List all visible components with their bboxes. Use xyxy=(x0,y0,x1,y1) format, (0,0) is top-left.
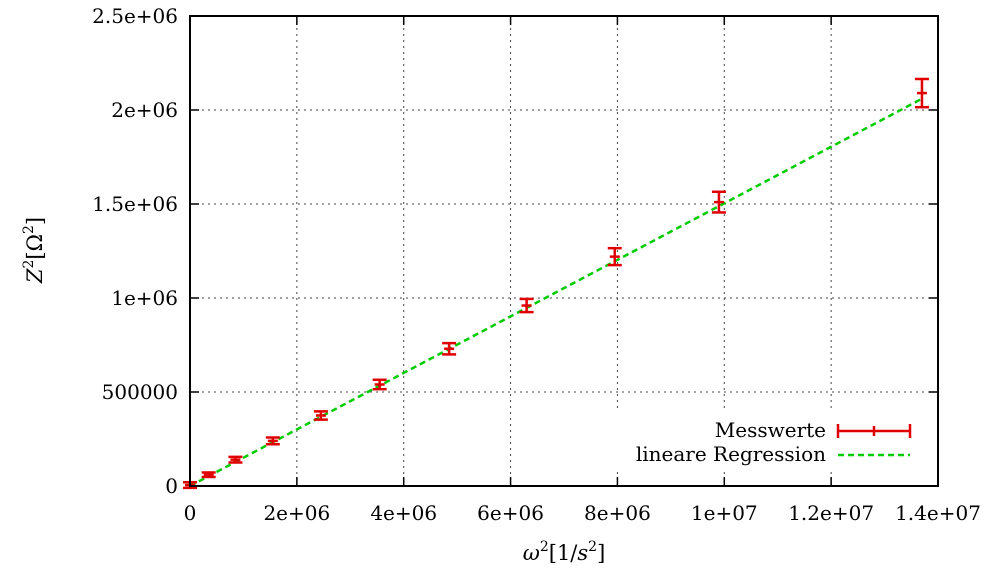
legend-sample-messwerte xyxy=(836,424,912,438)
data-point xyxy=(228,455,243,464)
regression-layer xyxy=(189,97,923,488)
axis-ticks xyxy=(189,15,939,487)
y-axis-title: Z2[Ω2] xyxy=(21,217,47,284)
x-axis-title-symbol: ω xyxy=(523,541,540,565)
data-points xyxy=(183,77,929,490)
data-point xyxy=(265,436,280,446)
regression-line xyxy=(189,97,923,488)
grid xyxy=(190,16,938,486)
legend-background xyxy=(600,410,934,472)
x-tick-label: 2e+06 xyxy=(263,501,330,525)
y-axis-title-unit-close: ] xyxy=(23,217,47,225)
data-point xyxy=(711,190,726,214)
x-tick-label: 1.4e+07 xyxy=(895,501,981,525)
tick-labels: 0 2e+06 4e+06 6e+06 8e+06 1e+07 1.2e+07 1.4e+07… xyxy=(92,4,981,525)
data-point xyxy=(372,378,387,391)
data-point xyxy=(607,246,622,267)
plot-frame xyxy=(189,15,939,487)
data-point xyxy=(519,297,534,314)
y-tick-label: 1e+06 xyxy=(111,286,178,310)
x-axis-title-exponent: 2 xyxy=(540,539,549,555)
y-axis-title-symbol: Z xyxy=(23,268,47,284)
x-tick-label: 1e+07 xyxy=(691,501,758,525)
x-axis-title-unit-var: s xyxy=(577,541,588,565)
y-axis-title-unit-open: [Ω xyxy=(23,234,47,260)
x-axis-title-unit-exponent: 2 xyxy=(588,539,597,555)
legend-label-lineare-regression: lineare Regression xyxy=(636,442,826,466)
y-axis-title-unit-exponent: 2 xyxy=(21,225,37,234)
legend: Messwerte lineare Regression xyxy=(600,410,934,472)
data-point xyxy=(914,77,929,109)
x-tick-label: 0 xyxy=(184,501,197,525)
y-tick-label: 2e+06 xyxy=(111,98,178,122)
x-tick-label: 6e+06 xyxy=(477,501,544,525)
y-tick-label: 1.5e+06 xyxy=(92,192,178,216)
data-point xyxy=(313,410,328,421)
x-axis-title-unit-close: ] xyxy=(597,541,605,565)
y-axis-title-exponent: 2 xyxy=(21,260,37,269)
x-tick-label: 8e+06 xyxy=(584,501,651,525)
data-point xyxy=(201,471,216,479)
x-tick-label: 4e+06 xyxy=(370,501,437,525)
data-point xyxy=(442,341,457,356)
x-tick-label: 1.2e+07 xyxy=(788,501,874,525)
legend-label-messwerte: Messwerte xyxy=(715,418,826,442)
y-tick-label: 2.5e+06 xyxy=(92,4,178,28)
x-axis-title-unit-open: [1/ xyxy=(549,541,579,565)
y-tick-label: 0 xyxy=(165,474,178,498)
x-axis-title: ω2[1/s2] xyxy=(523,539,606,565)
y-tick-label: 500000 xyxy=(102,380,178,404)
